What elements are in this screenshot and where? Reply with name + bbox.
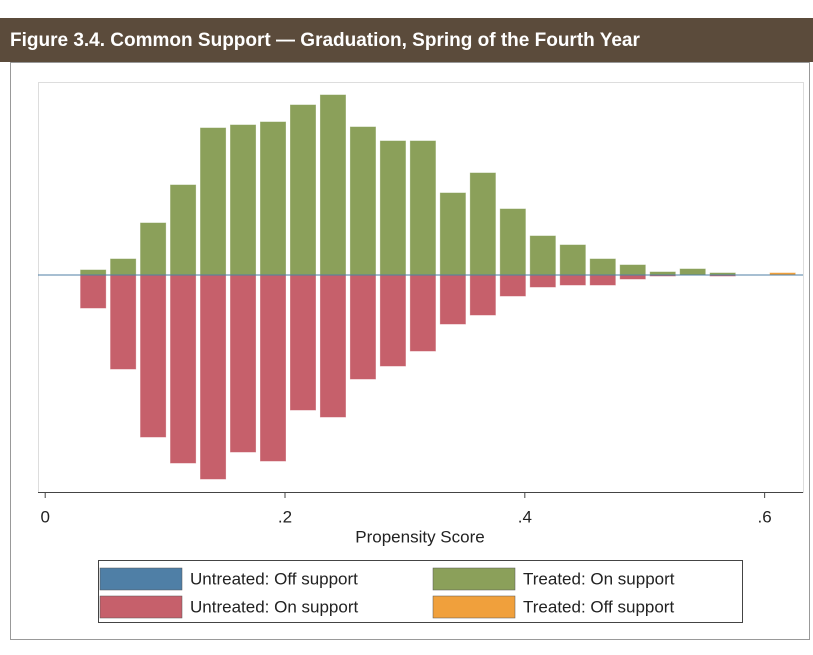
bar xyxy=(290,274,316,411)
bar xyxy=(619,264,646,276)
legend-label: Treated: Off support xyxy=(523,597,674,616)
bar xyxy=(110,258,137,276)
legend-label: Untreated: On support xyxy=(190,597,358,616)
bar xyxy=(319,94,346,276)
x-tick-label: .2 xyxy=(278,507,292,526)
bar xyxy=(230,274,257,453)
bar xyxy=(589,274,616,286)
legend-swatch xyxy=(432,595,516,619)
bar xyxy=(559,274,586,286)
bar xyxy=(589,258,616,276)
bar xyxy=(200,127,227,276)
legend-label: Untreated: Off support xyxy=(190,569,358,588)
bar xyxy=(529,274,556,288)
bar xyxy=(140,274,167,438)
bar xyxy=(439,192,466,276)
bar xyxy=(80,274,107,309)
bar xyxy=(110,274,137,370)
panel-frame xyxy=(10,62,810,640)
legend-swatch xyxy=(99,567,183,591)
legend xyxy=(98,560,743,623)
bar xyxy=(200,274,227,480)
bar xyxy=(559,244,586,276)
bar xyxy=(409,140,436,276)
bar xyxy=(319,274,346,418)
bar xyxy=(260,121,287,276)
bar xyxy=(439,274,466,325)
x-axis-label: Propensity Score xyxy=(355,527,484,546)
header-bar xyxy=(0,18,813,62)
bar xyxy=(469,172,496,276)
legend-label: Treated: On support xyxy=(523,569,675,588)
x-tick-label: .4 xyxy=(518,507,532,526)
bar xyxy=(349,126,376,276)
chart-title: Figure 3.4. Common Support — Graduation,… xyxy=(10,30,640,51)
bar xyxy=(80,269,107,276)
bar xyxy=(679,268,706,276)
bar xyxy=(499,208,526,276)
bar xyxy=(379,140,406,276)
bar xyxy=(409,274,436,352)
legend-swatch xyxy=(99,595,183,619)
bar xyxy=(170,184,197,276)
bar xyxy=(379,274,406,367)
bar xyxy=(499,274,526,297)
bar xyxy=(260,274,287,462)
bar xyxy=(529,235,556,276)
legend-swatch xyxy=(432,567,516,591)
bar xyxy=(619,274,646,280)
x-tick-label: 0 xyxy=(40,507,49,526)
bar xyxy=(349,274,376,380)
x-tick-label: .6 xyxy=(758,507,772,526)
bar xyxy=(469,274,496,316)
bar xyxy=(170,274,197,464)
bar xyxy=(230,124,257,276)
bar xyxy=(140,222,167,276)
bar xyxy=(290,104,316,276)
